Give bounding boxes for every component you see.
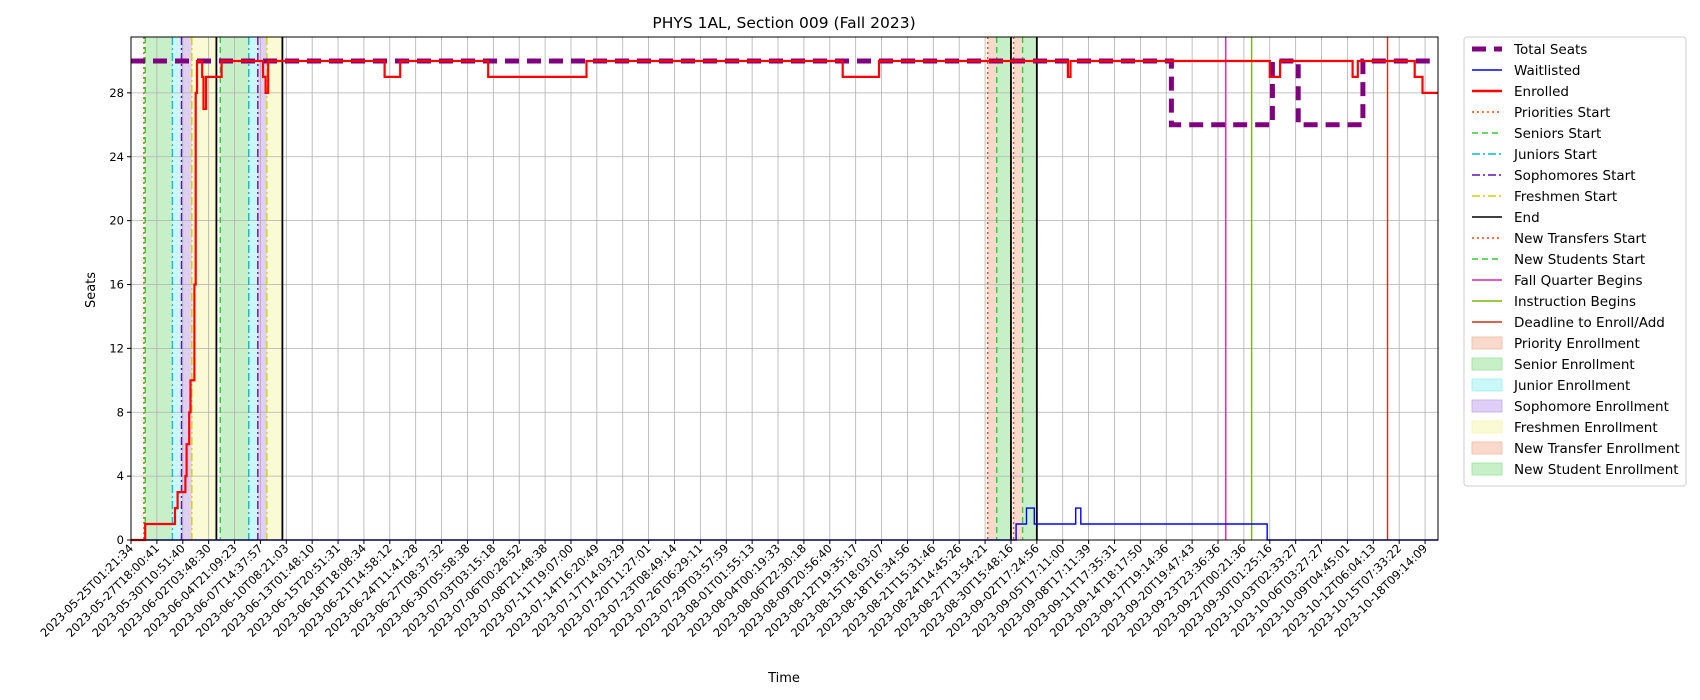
legend-patch (1471, 336, 1503, 350)
y-tick-label: 24 (109, 150, 124, 164)
chart-title: PHYS 1AL, Section 009 (Fall 2023) (652, 14, 915, 32)
legend-label: Total Seats (1513, 42, 1587, 58)
y-tick-label: 28 (109, 86, 124, 100)
legend-label: Freshmen Start (1514, 189, 1617, 205)
legend-patch (1471, 420, 1503, 434)
legend-label: Priority Enrollment (1514, 336, 1640, 352)
plot-area: 04812162024282023-05-25T01:21:342023-05-… (37, 36, 1439, 640)
shaded-region (1013, 37, 1023, 540)
series-line (131, 59, 1438, 542)
legend-label: Seniors Start (1514, 126, 1601, 142)
legend-label: Enrolled (1514, 84, 1569, 100)
legend-label: New Students Start (1514, 252, 1645, 268)
shaded-region (172, 37, 182, 540)
legend: Total Seats Waitlisted Enrolled Priorities … (1463, 36, 1687, 487)
legend-box (1463, 36, 1687, 487)
legend-label: Waitlisted (1514, 63, 1581, 79)
shaded-region (248, 37, 258, 540)
shaded-region (987, 37, 997, 540)
series-line (131, 507, 1438, 541)
shaded-region (257, 37, 267, 540)
legend-label: New Transfer Enrollment (1514, 441, 1680, 457)
legend-label: Sophomores Start (1514, 168, 1636, 184)
legend-patch (1471, 357, 1503, 371)
legend-label: New Student Enrollment (1514, 462, 1679, 478)
legend-label: Senior Enrollment (1514, 357, 1635, 373)
legend-label: Freshmen Enrollment (1514, 420, 1658, 436)
legend-patch (1471, 462, 1503, 476)
shaded-region (145, 37, 173, 540)
legend-label: Fall Quarter Begins (1514, 273, 1643, 289)
legend-patch (1471, 399, 1503, 413)
legend-label: Juniors Start (1513, 147, 1597, 163)
legend-label: Priorities Start (1514, 105, 1610, 121)
shaded-region (266, 37, 283, 540)
y-tick-label: 8 (117, 405, 124, 419)
shaded-region (1022, 37, 1037, 540)
y-tick-label: 0 (117, 533, 124, 547)
y-axis-title: Seats (84, 272, 99, 308)
plot-background (131, 37, 1438, 540)
legend-patch (1471, 378, 1503, 392)
legend-label: End (1514, 210, 1540, 226)
y-tick-label: 4 (117, 469, 124, 483)
legend-patch (1471, 441, 1503, 455)
shaded-region (996, 37, 1011, 540)
y-tick-label: 16 (109, 278, 124, 292)
shaded-region (181, 37, 192, 540)
y-tick-label: 20 (109, 214, 124, 228)
x-axis-title: Time (767, 671, 800, 686)
legend-label: Deadline to Enroll/Add (1514, 315, 1665, 331)
legend-label: Junior Enrollment (1513, 378, 1630, 394)
y-tick-label: 12 (109, 341, 124, 355)
legend-label: New Transfers Start (1514, 231, 1646, 247)
legend-label: Sophomore Enrollment (1514, 399, 1669, 415)
plot-frame (130, 36, 1439, 541)
legend-label: Instruction Begins (1514, 294, 1636, 310)
